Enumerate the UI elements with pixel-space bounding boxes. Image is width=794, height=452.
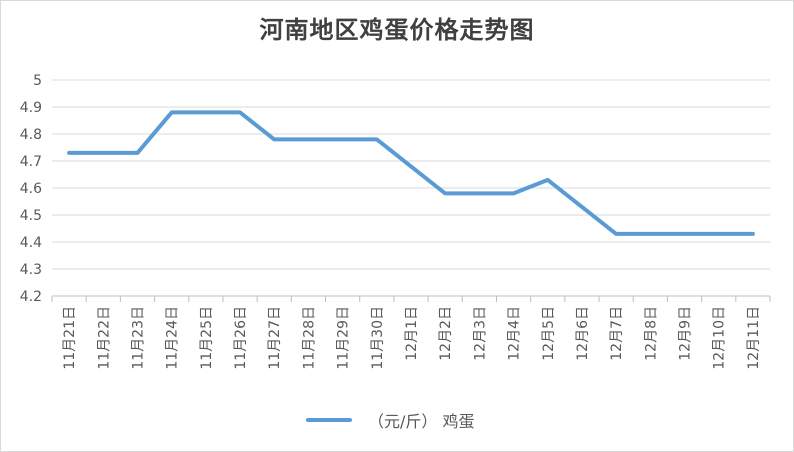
y-tick-label: 4.4 bbox=[20, 235, 42, 251]
y-tick-label: 4.9 bbox=[20, 100, 42, 116]
x-tick-label: 12月5日 bbox=[541, 306, 557, 361]
y-axis-ticks: 4.2 4.3 4.4 4.5 4.6 4.7 4.8 4.9 5 bbox=[20, 73, 42, 305]
x-tick-label: 11月29日 bbox=[336, 306, 352, 370]
x-axis-ticks: 11月21日 11月22日 11月23日 11月24日 11月25日 11月26日 11月2… bbox=[51, 296, 771, 370]
y-tick-label: 4.6 bbox=[20, 181, 42, 197]
x-tick-label: 12月6日 bbox=[575, 306, 591, 361]
y-tick-label: 4.7 bbox=[20, 154, 42, 170]
x-tick-label: 11月22日 bbox=[96, 306, 112, 370]
y-tick-label: 4.8 bbox=[20, 127, 42, 143]
x-tick-label: 12月3日 bbox=[472, 306, 488, 361]
x-tick-label: 12月10日 bbox=[712, 306, 728, 370]
legend: （元/斤） 鸡蛋 bbox=[306, 408, 474, 432]
x-tick-label: 12月2日 bbox=[438, 306, 454, 361]
x-tick-label: 12月7日 bbox=[609, 306, 625, 361]
x-tick-label: 12月9日 bbox=[678, 306, 694, 361]
y-tick-label: 4.5 bbox=[20, 208, 42, 224]
x-tick-label: 11月30日 bbox=[370, 306, 386, 370]
x-tick-label: 11月25日 bbox=[199, 306, 215, 370]
x-tick-label: 11月21日 bbox=[62, 306, 78, 370]
x-tick-label: 12月8日 bbox=[643, 306, 659, 361]
x-tick-label: 11月27日 bbox=[267, 306, 283, 370]
y-tick-label: 5 bbox=[33, 73, 42, 89]
legend-label: （元/斤） 鸡蛋 bbox=[368, 412, 475, 431]
series-layer bbox=[67, 110, 755, 236]
gridlines bbox=[52, 79, 770, 297]
y-tick-label: 4.3 bbox=[20, 262, 42, 278]
x-tick-label: 11月24日 bbox=[165, 306, 181, 370]
y-tick-label: 4.2 bbox=[20, 289, 42, 305]
x-tick-label: 12月4日 bbox=[507, 306, 523, 361]
x-tick-label: 11月23日 bbox=[130, 306, 146, 370]
chart-title: 河南地区鸡蛋价格走势图 bbox=[259, 15, 535, 44]
x-tick-label: 11月26日 bbox=[233, 306, 249, 370]
x-tick-label: 12月11日 bbox=[746, 306, 762, 370]
x-tick-label: 11月28日 bbox=[301, 306, 317, 370]
legend-line-swatch bbox=[306, 418, 352, 422]
series-line bbox=[67, 110, 755, 236]
x-tick-label: 12月1日 bbox=[404, 306, 420, 361]
